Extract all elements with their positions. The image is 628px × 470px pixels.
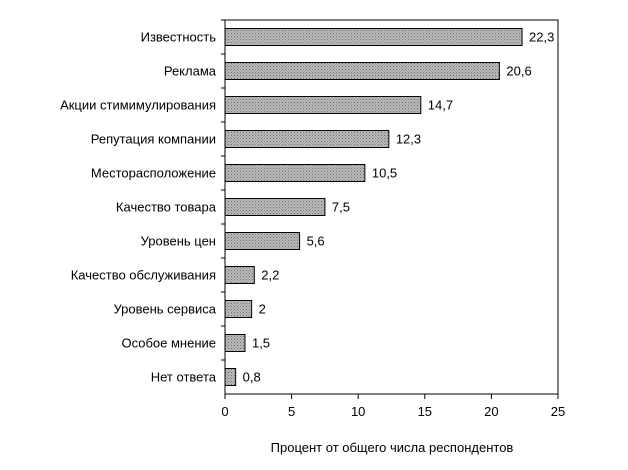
- data-label: 0,8: [243, 370, 261, 385]
- x-tick-label: 10: [351, 404, 365, 419]
- data-label: 22,3: [529, 30, 554, 45]
- data-label: 7,5: [332, 200, 350, 215]
- bar: [224, 300, 253, 318]
- bar: [224, 96, 422, 114]
- category-label: Реклама: [164, 64, 217, 79]
- data-label: 20,6: [506, 64, 531, 79]
- x-tick-label: 0: [221, 404, 228, 419]
- x-tick-label: 20: [484, 404, 498, 419]
- bar: [224, 198, 326, 216]
- bar: [224, 164, 366, 182]
- category-label: Уровень цен: [141, 234, 216, 249]
- category-label: Акции стимимулирования: [60, 98, 216, 113]
- x-tick-label: 25: [551, 404, 565, 419]
- category-label: Нет ответа: [151, 370, 217, 385]
- data-label: 14,7: [428, 98, 453, 113]
- bar: [224, 62, 500, 80]
- bar: [224, 28, 523, 46]
- x-tick-label: 15: [418, 404, 432, 419]
- plot-area: Известность 22,3 Реклама 20,6 Акции стимимул…: [60, 19, 565, 419]
- bar: [224, 130, 390, 148]
- category-label: Качество товара: [116, 200, 217, 215]
- bar: [224, 266, 255, 284]
- x-tick-label: 5: [288, 404, 295, 419]
- category-label: Репутация компании: [91, 132, 216, 147]
- bar: [224, 232, 301, 250]
- data-label: 1,5: [252, 336, 270, 351]
- bar: [224, 334, 246, 352]
- data-label: 2: [259, 302, 266, 317]
- category-label: Известность: [141, 30, 217, 45]
- data-label: 10,5: [372, 166, 397, 181]
- category-label: Месторасположение: [91, 166, 216, 181]
- category-label: Качество обслуживания: [71, 268, 216, 283]
- bar: [224, 368, 237, 386]
- data-label: 5,6: [307, 234, 325, 249]
- category-label: Особое мнение: [121, 336, 216, 351]
- category-label: Уровень сервиса: [113, 302, 216, 317]
- data-label: 12,3: [396, 132, 421, 147]
- data-label: 2,2: [261, 268, 279, 283]
- x-axis-title: Процент от общего числа респондентов: [271, 440, 514, 455]
